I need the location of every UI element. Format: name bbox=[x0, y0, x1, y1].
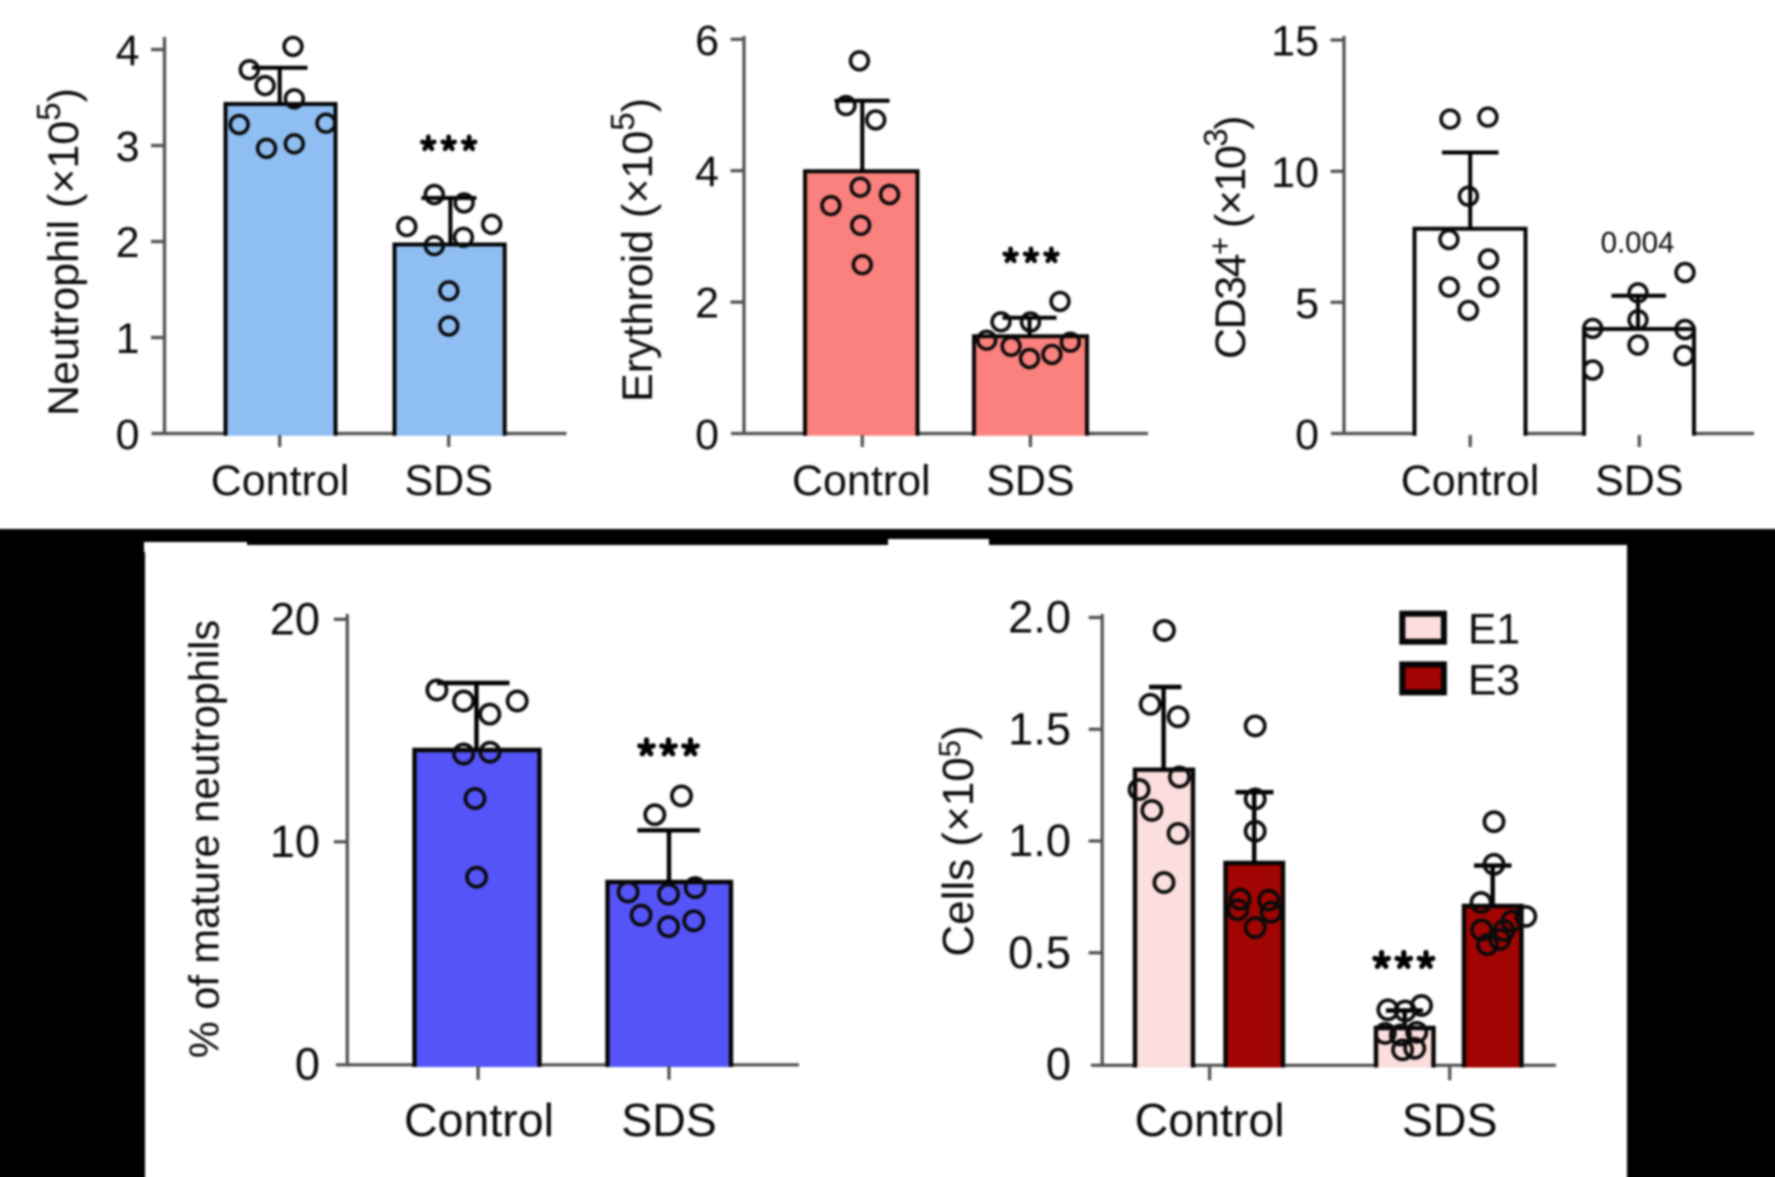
svg-text:15: 15 bbox=[1271, 18, 1319, 66]
svg-text:20: 20 bbox=[270, 593, 320, 644]
svg-text:0: 0 bbox=[1046, 1039, 1071, 1090]
svg-text:Erythroid (×105): Erythroid (×105) bbox=[604, 98, 662, 402]
svg-text:2: 2 bbox=[695, 280, 719, 328]
svg-text:0: 0 bbox=[1295, 411, 1319, 459]
svg-text:6: 6 bbox=[695, 17, 719, 65]
svg-text:SDS: SDS bbox=[404, 457, 492, 505]
svg-text:CD34+ (×103): CD34+ (×103) bbox=[1197, 117, 1255, 359]
svg-text:Neutrophil (×105): Neutrophil (×105) bbox=[30, 88, 88, 416]
svg-text:0: 0 bbox=[695, 411, 719, 459]
svg-text:0.004: 0.004 bbox=[1601, 227, 1675, 260]
svg-text:% of mature neutrophils: % of mature neutrophils bbox=[181, 620, 228, 1058]
svg-text:Control: Control bbox=[404, 1094, 554, 1146]
svg-text:Control: Control bbox=[1401, 457, 1540, 505]
svg-text:1.5: 1.5 bbox=[1008, 703, 1071, 754]
svg-text:2: 2 bbox=[116, 219, 140, 267]
svg-text:3: 3 bbox=[116, 123, 140, 171]
svg-text:4: 4 bbox=[116, 27, 140, 75]
svg-text:5: 5 bbox=[1295, 280, 1319, 328]
svg-text:SDS: SDS bbox=[1402, 1094, 1498, 1146]
svg-text:10: 10 bbox=[270, 816, 320, 867]
svg-text:1: 1 bbox=[116, 315, 140, 363]
svg-text:4: 4 bbox=[695, 148, 719, 196]
svg-text:10: 10 bbox=[1271, 149, 1319, 197]
svg-text:Cells (×105): Cells (×105) bbox=[932, 725, 983, 956]
svg-text:Control: Control bbox=[1135, 1094, 1285, 1146]
svg-text:0.5: 0.5 bbox=[1008, 927, 1071, 978]
svg-text:Control: Control bbox=[211, 457, 350, 505]
svg-text:SDS: SDS bbox=[621, 1094, 717, 1146]
svg-text:SDS: SDS bbox=[986, 457, 1074, 505]
svg-text:E3: E3 bbox=[1468, 657, 1520, 704]
svg-text:E1: E1 bbox=[1468, 607, 1520, 654]
svg-text:1.0: 1.0 bbox=[1008, 815, 1071, 866]
svg-text:SDS: SDS bbox=[1595, 457, 1683, 505]
svg-text:2.0: 2.0 bbox=[1008, 592, 1071, 643]
svg-text:0: 0 bbox=[116, 411, 140, 459]
svg-text:0: 0 bbox=[295, 1038, 320, 1089]
svg-text:Control: Control bbox=[792, 457, 931, 505]
